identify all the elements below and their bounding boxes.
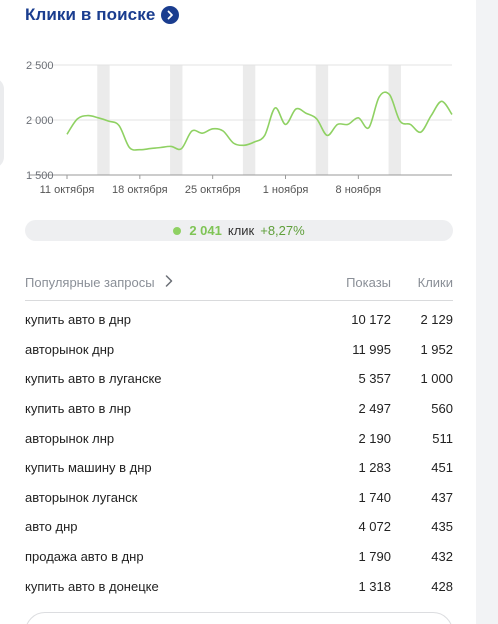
x-tick-label: 18 октября (112, 184, 168, 196)
query-cell: продажа авто в днр (25, 549, 144, 565)
y-tick-label: 2 500 (26, 60, 54, 72)
table-header: Популярные запросы Показы Клики (25, 264, 453, 301)
query-cell: купить авто в лнр (25, 401, 131, 417)
shows-cell: 11 995 (352, 341, 391, 357)
table-row: купить авто в днр 10 172 2 129 (25, 305, 453, 335)
table-body: купить авто в днр 10 172 2 129 авторынок дн… (25, 305, 453, 601)
popular-queries-link[interactable]: Популярные запросы (25, 275, 281, 290)
table-row: купить авто в донецке 1 318 428 (25, 571, 453, 601)
x-tick-label: 11 октября (40, 184, 95, 196)
clicks-cell: 428 (431, 578, 453, 594)
widget-title: Клики в поиске (25, 5, 156, 24)
bottom-button[interactable] (25, 612, 453, 624)
shows-cell: 1 740 (358, 489, 391, 505)
series-dot (173, 226, 182, 235)
clicks-cell: 437 (431, 489, 453, 505)
shows-cell: 10 172 (351, 312, 391, 328)
header-shows: Показы (346, 274, 391, 290)
shows-cell: 2 497 (358, 401, 391, 417)
table-row: авторынок луганск 1 740 437 (25, 483, 453, 513)
query-cell: купить машину в днр (25, 460, 152, 476)
clicks-cell: 560 (431, 401, 453, 417)
query-cell: купить авто в днр (25, 312, 131, 328)
clicks-cell: 451 (431, 460, 453, 476)
header-query: Популярные запросы (25, 274, 155, 290)
clicks-cell: 511 (432, 430, 453, 446)
shows-cell: 1 318 (358, 578, 391, 594)
summary-value: 2 041 (189, 223, 222, 238)
y-tick-label: 2 000 (26, 115, 54, 127)
clicks-cell: 432 (431, 549, 453, 565)
chevron-right-circle-icon[interactable] (161, 6, 180, 24)
clicks-summary: 2 041 клик +8,27% (25, 220, 453, 241)
shows-cell: 5 357 (358, 371, 391, 387)
query-cell: купить авто в луганске (25, 371, 162, 387)
clicks-series-line (66, 91, 453, 151)
table-row: купить машину в днр 1 283 451 (25, 453, 453, 483)
scroll-area (476, 0, 498, 624)
search-clicks-card: Клики в поиске 2 500 2 000 1 500 11 октября… (0, 0, 476, 624)
x-tick-label: 8 ноября (336, 184, 382, 196)
table-row: продажа авто в днр 1 790 432 (25, 542, 453, 572)
shows-cell: 1 283 (358, 460, 391, 476)
clicks-cell: 1 000 (420, 371, 453, 387)
clicks-cell: 2 129 (420, 312, 453, 328)
query-cell: авторынок днр (25, 341, 115, 357)
clicks-cell: 435 (431, 519, 453, 535)
x-tick-label: 1 ноября (263, 184, 309, 196)
chevron-right-icon[interactable] (165, 274, 173, 290)
shows-cell: 1 790 (358, 549, 391, 565)
header-clicks: Клики (417, 274, 453, 290)
popular-queries-table: Популярные запросы Показы Клики купить а… (25, 264, 453, 601)
query-cell: авто днр (25, 519, 78, 535)
query-cell: авторынок луганск (25, 489, 138, 505)
table-row: авторынок днр 11 995 1 952 (25, 335, 453, 365)
shows-cell: 4 072 (358, 519, 391, 535)
table-row: авторынок лнр 2 190 511 (25, 423, 453, 453)
table-row: купить авто в лнр 2 497 560 (25, 394, 453, 424)
clicks-line-chart: 2 500 2 000 1 500 11 октября 18 октября 25 ок… (26, 60, 453, 196)
query-cell: авторынок лнр (25, 430, 115, 446)
y-tick-label: 1 500 (26, 170, 54, 182)
x-tick-label: 25 октября (185, 184, 241, 196)
shows-cell: 2 190 (358, 430, 391, 446)
query-cell: купить авто в донецке (25, 578, 159, 594)
table-row: авто днр 4 072 435 (25, 512, 453, 542)
summary-unit: клик (227, 223, 255, 238)
widget-title-link[interactable]: Клики в поиске (25, 3, 180, 27)
table-row: купить авто в луганске 5 357 1 000 (25, 364, 453, 394)
clicks-cell: 1 952 (420, 341, 453, 357)
summary-delta: +8,27% (260, 223, 305, 238)
edge-decoration (0, 78, 4, 168)
